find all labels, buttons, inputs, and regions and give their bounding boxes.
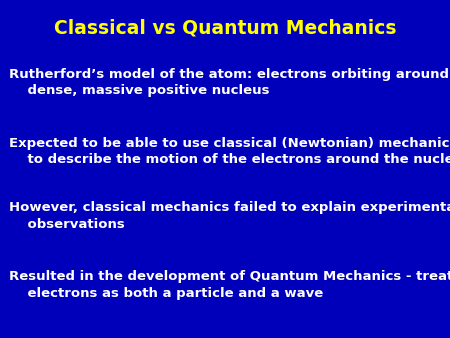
Text: However, classical mechanics failed to explain experimental
    observations: However, classical mechanics failed to e… — [9, 201, 450, 231]
Text: Resulted in the development of Quantum Mechanics - treats
    electrons as both : Resulted in the development of Quantum M… — [9, 270, 450, 300]
Text: Classical vs Quantum Mechanics: Classical vs Quantum Mechanics — [54, 19, 396, 38]
Text: Expected to be able to use classical (Newtonian) mechanics
    to describe the m: Expected to be able to use classical (Ne… — [9, 137, 450, 166]
Text: Rutherford’s model of the atom: electrons orbiting around a
    dense, massive p: Rutherford’s model of the atom: electron… — [9, 68, 450, 97]
